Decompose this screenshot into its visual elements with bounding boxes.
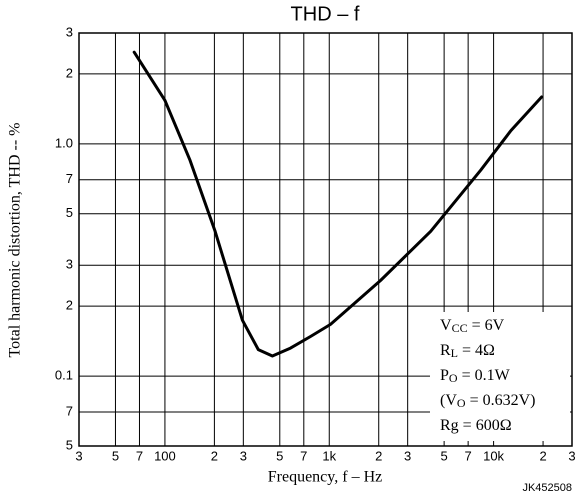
- x-tick-label: 100: [154, 448, 176, 463]
- x-tick-label: 2: [375, 448, 382, 463]
- x-tick-label: 2: [539, 448, 546, 463]
- x-tick-label: 5: [276, 448, 283, 463]
- annotation-text: P: [440, 367, 449, 384]
- y-tick-label: 3: [66, 24, 73, 39]
- x-tick-label: 7: [300, 448, 307, 463]
- y-tick-label: 5: [66, 437, 73, 452]
- annotation-text: = 0.632V): [466, 392, 536, 409]
- y-axis-label: Total harmonic distortion, THD -- %: [7, 123, 24, 358]
- x-tick-label: 3: [568, 448, 575, 463]
- annotation-box: [430, 312, 570, 441]
- annotation-subscript: O: [449, 371, 458, 385]
- y-tick-label: 5: [66, 205, 73, 220]
- annotation-text: V: [440, 317, 452, 334]
- x-tick-label: 5: [112, 448, 119, 463]
- chart-title: THD – f: [291, 3, 360, 25]
- y-tick-label: 2: [66, 65, 73, 80]
- x-tick-label: 7: [136, 448, 143, 463]
- annotation-text: Rg = 600Ω: [440, 417, 512, 434]
- annotation-text: = 0.1W: [458, 367, 511, 384]
- y-tick-label: 7: [66, 403, 73, 418]
- annotation-subscript: CC: [452, 321, 468, 335]
- annotation: PO = 0.1W: [440, 367, 511, 386]
- annotation: (VO = 0.632V): [440, 392, 535, 411]
- annotation-text: = 6V: [468, 317, 505, 334]
- annotation-text: = 4Ω: [458, 342, 495, 359]
- x-tick-label: 2: [211, 448, 218, 463]
- x-tick-label: 3: [75, 448, 82, 463]
- y-tick-label: 7: [66, 171, 73, 186]
- curve: [132, 50, 544, 358]
- x-tick-label: 10k: [483, 448, 504, 463]
- x-tick-label: 7: [465, 448, 472, 463]
- y-tick-label: 3: [66, 257, 73, 272]
- y-tick-label: 0.1: [55, 368, 73, 383]
- annotation-subscript: L: [451, 346, 458, 360]
- plot-frame: [78, 32, 573, 447]
- x-axis-label: Frequency, f – Hz: [268, 469, 382, 486]
- y-tick-label: 1.0: [55, 135, 73, 150]
- y-tick-label: 2: [66, 298, 73, 313]
- annotation: RL = 4Ω: [440, 342, 495, 361]
- x-tick-label: 3: [404, 448, 411, 463]
- annotation-text: R: [440, 342, 451, 359]
- annotation-text: (V: [440, 392, 457, 409]
- annotation-subscript: O: [457, 396, 466, 410]
- x-tick-label: 5: [441, 448, 448, 463]
- x-tick-label: 3: [240, 448, 247, 463]
- annotation: VCC = 6V: [440, 317, 505, 336]
- x-tick-label: 1k: [322, 448, 336, 463]
- footnote: JK452508: [522, 482, 572, 494]
- annotation: Rg = 600Ω: [440, 417, 512, 434]
